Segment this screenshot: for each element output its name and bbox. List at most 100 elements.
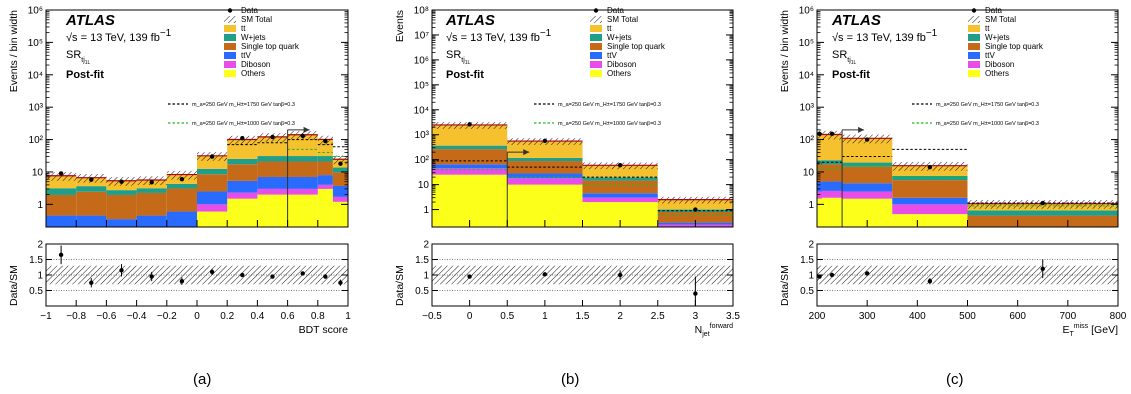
y-tick-label: 10⁴ [28, 70, 43, 81]
wjets-bar [257, 156, 288, 162]
ratio-point [338, 280, 343, 285]
y-axis-label: Events / bin width [8, 10, 20, 92]
ratio-panel: 0.5 1 1.5 2 Data/SM [394, 240, 734, 307]
x-tick-label: −0.5 [422, 311, 442, 322]
cut-arrow-head [858, 126, 865, 133]
data-point [119, 179, 124, 184]
x-axis-label-unit: [GeV] [1091, 324, 1118, 336]
legend-label-data: Data [241, 6, 258, 15]
legend-label-ttbar: tt [607, 24, 612, 33]
ttv-bar [842, 183, 893, 192]
ratio-y-tick-label: 1.5 [800, 255, 814, 266]
legend-label-sm_total: SM Total [241, 15, 272, 24]
diboson-bar [287, 188, 318, 195]
legend-label-bsm1750: m_a=250 GeV m_H±=1750 GeV tanβ=0.3 [936, 102, 1039, 108]
wjets-bar [136, 188, 167, 193]
ttv-bar [817, 181, 823, 192]
data-point [323, 138, 328, 144]
wjets-bar [197, 168, 228, 175]
chart-panel-c: 1 10 10² 10³ 10⁴ 10⁵ 10⁶ Events / bin width 0.5 1… [779, 6, 1127, 389]
ratio-point [323, 274, 328, 279]
x-tick-label: 300 [859, 311, 876, 322]
ratio-point [693, 291, 698, 296]
ttv-bar [166, 211, 197, 227]
y-tick-label: 10 [32, 167, 44, 178]
legend-swatch-diboson [590, 61, 602, 68]
atlas-label: ATLAS [445, 12, 495, 29]
legend-swatch-ttv [590, 52, 602, 59]
wjets-bar [332, 167, 348, 173]
legend-label-bsm1000: m_a=250 GeV m_H±=1000 GeV tanβ=0.3 [192, 121, 295, 127]
x-axis-label: BDT score [299, 324, 349, 336]
x-tick-label: 1 [542, 311, 548, 322]
data-point [179, 176, 185, 182]
ratio-panel: 0.5 1 1.5 2 Data/SM [8, 240, 349, 307]
wjets-bar [507, 157, 583, 162]
cut-arrow-head [523, 149, 530, 156]
ttv-bar [136, 215, 167, 227]
stack [817, 133, 1118, 227]
legend-label-ttv: ttV [985, 51, 995, 60]
ratio-point [119, 268, 124, 273]
ratio-y-tick-label: 1.5 [29, 255, 43, 266]
legend-swatch-ttv [224, 52, 236, 59]
ratio-point [467, 274, 472, 279]
wjets-bar [967, 210, 1118, 216]
ratio-point [149, 274, 154, 279]
cut-arrow-head [303, 126, 310, 133]
singletop-bar [967, 215, 1118, 227]
singletop-bar [46, 194, 77, 216]
legend-label-wjets: W+jets [985, 33, 1010, 42]
diboson-bar [432, 168, 508, 175]
ttv-bar [287, 176, 318, 189]
diboson-bar [227, 192, 258, 199]
singletop-bar [76, 191, 107, 216]
x-axis-label-main: E [1062, 324, 1069, 336]
x-tick-label: 0.2 [220, 311, 234, 322]
data-point [864, 137, 870, 142]
y-tick-label: 10² [415, 155, 430, 166]
y-tick-label: 10³ [415, 130, 430, 141]
ratio-y-tick-label: 1 [37, 271, 43, 282]
ratio-y-tick-label: 1.5 [415, 255, 429, 266]
others-bar [197, 211, 228, 227]
x-tick-label: 700 [1059, 311, 1076, 322]
y-tick-label: 1 [423, 205, 429, 216]
legend-swatch-diboson [968, 61, 980, 68]
legend-sm-hatch [968, 16, 980, 23]
data-point [270, 134, 275, 140]
y-tick-label: 10⁵ [799, 38, 814, 49]
ratio-point [864, 271, 870, 276]
legend-label-ttbar: tt [985, 24, 990, 33]
y-axis: 1 10 10² 10³ 10⁴ 10⁵ 10⁶ 10⁷ 10⁸ Events [394, 6, 733, 216]
ttv-bar [822, 181, 843, 191]
singletop-bar [227, 164, 258, 181]
others-bar [892, 214, 968, 227]
x-tick-label: 0.5 [500, 311, 514, 322]
legend-label-singletop: Single top quark [985, 42, 1044, 51]
others-bar [507, 184, 583, 227]
y-tick-label: 10 [418, 180, 430, 191]
postfit-label: Post-fit [832, 69, 870, 81]
y-tick-label: 10⁶ [414, 55, 429, 66]
ratio-point [179, 279, 185, 284]
stack [46, 134, 348, 227]
ttbar-bar [432, 124, 508, 146]
x-axis-label: ETmiss [GeV] [1062, 323, 1118, 338]
ttv-bar [892, 197, 968, 205]
x-tick-label: 1.5 [576, 311, 590, 322]
singletop-bar [166, 188, 197, 212]
x-axis-label-main: BDT score [299, 324, 349, 336]
singletop-bar [842, 166, 893, 184]
legend-label-data: Data [607, 6, 624, 15]
data-point [58, 171, 64, 176]
others-bar [817, 198, 823, 227]
legend-label-ttv: ttV [607, 51, 617, 60]
singletop-bar [657, 211, 733, 223]
ratio-y-tick-label: 2 [37, 240, 43, 251]
ratio-point [829, 272, 835, 278]
ratio-point [927, 279, 933, 284]
legend-label-ttbar: tt [241, 24, 246, 33]
x-axis-label-sup: miss [1074, 323, 1089, 330]
